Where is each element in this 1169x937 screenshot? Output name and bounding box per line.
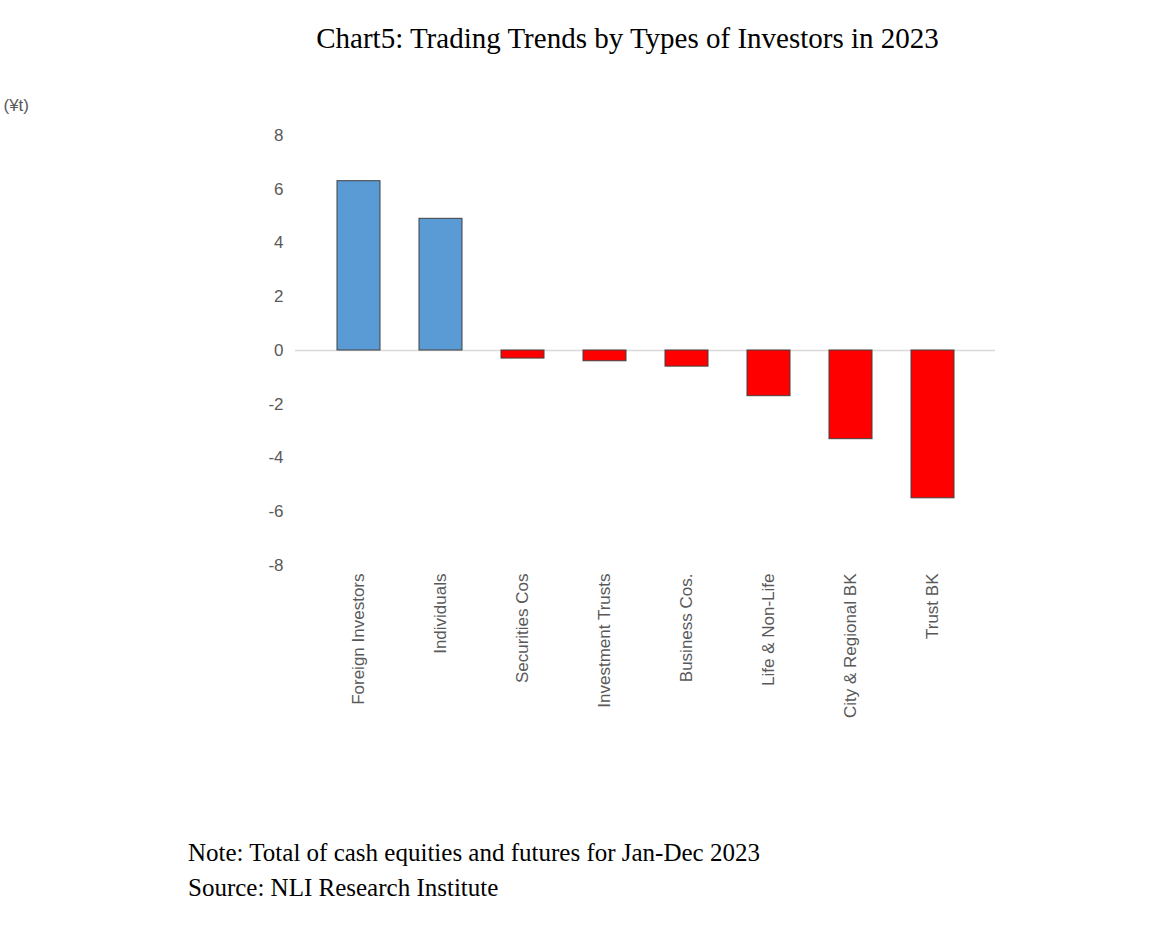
svg-text:City & Regional BK: City & Regional BK (841, 573, 860, 718)
svg-text:4: 4 (274, 233, 283, 252)
svg-text:-6: -6 (268, 502, 283, 521)
svg-text:-2: -2 (268, 395, 283, 414)
svg-text:Individuals: Individuals (431, 574, 450, 654)
svg-text:(¥t): (¥t) (4, 96, 30, 115)
svg-text:Trust BK: Trust BK (923, 573, 942, 639)
svg-text:6: 6 (274, 180, 283, 199)
svg-text:0: 0 (274, 341, 283, 360)
html-text:Note: Total of cash equities a: Note: Total of cash equities and futures… (188, 839, 760, 866)
svg-text:8: 8 (274, 126, 283, 145)
html-text:Chart5: Trading Trends by Type: Chart5: Trading Trends by Types of Inves… (316, 22, 939, 54)
svg-text:Securities Cos: Securities Cos (513, 574, 532, 684)
svg-text:Life & Non-Life: Life & Non-Life (759, 574, 778, 686)
html-text:Source: NLI Research Institute: Source: NLI Research Institute (188, 874, 499, 901)
svg-text:2: 2 (274, 287, 283, 306)
svg-text:Business Cos.: Business Cos. (677, 574, 696, 683)
svg-text:Investment Trusts: Investment Trusts (595, 574, 614, 708)
svg-text:-4: -4 (268, 448, 283, 467)
svg-text:Foreign Investors: Foreign Investors (349, 574, 368, 705)
svg-text:-8: -8 (268, 556, 283, 575)
